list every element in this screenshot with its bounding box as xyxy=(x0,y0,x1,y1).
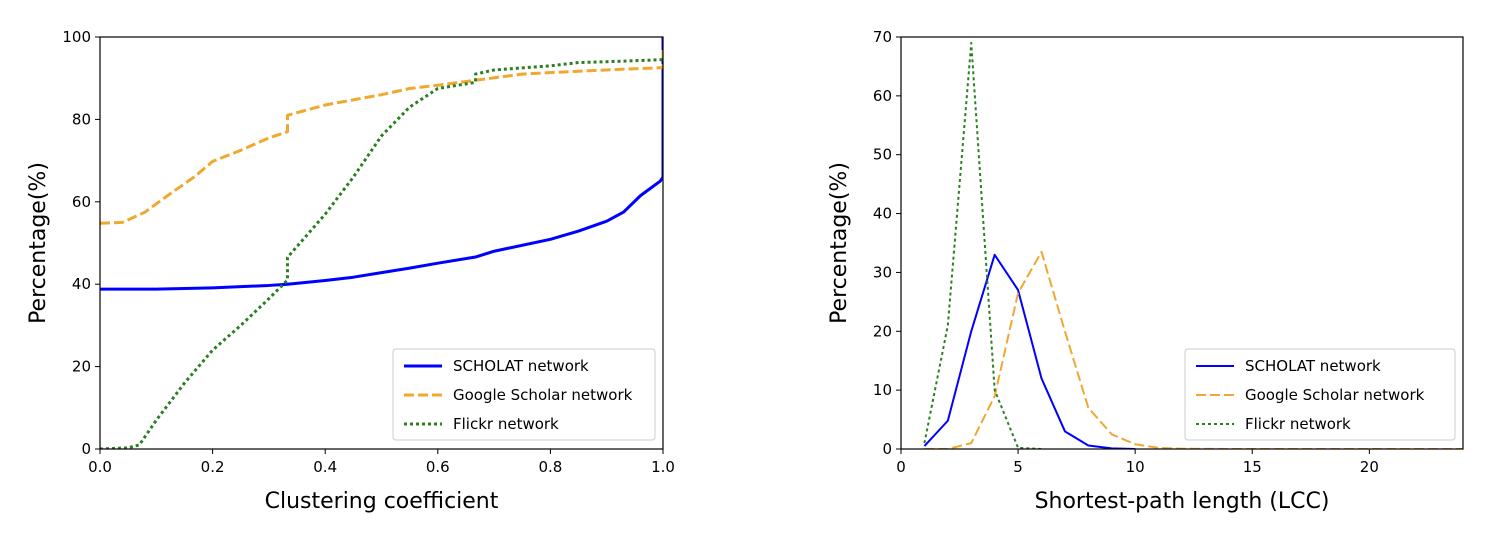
y-tick-label: 50 xyxy=(873,146,892,164)
series-line-google-scholar-network xyxy=(100,47,663,225)
y-tick-label: 30 xyxy=(873,263,892,281)
series-line-scholat-network xyxy=(100,37,663,291)
legend-label: Flickr network xyxy=(1245,415,1351,433)
y-tick-label: 60 xyxy=(72,193,91,211)
y-tick-label: 20 xyxy=(873,322,892,340)
x-tick-label: 10 xyxy=(1126,458,1145,476)
y-axis-label: Percentage(%) xyxy=(827,162,852,324)
plot-frame xyxy=(99,36,664,450)
x-tick-label: 0.8 xyxy=(538,458,562,476)
legend-label: Google Scholar network xyxy=(453,386,633,404)
x-tick-label: 20 xyxy=(1360,458,1379,476)
y-tick-label: 0 xyxy=(81,440,91,458)
x-tick-label: 5 xyxy=(1013,458,1023,476)
y-tick-label: 80 xyxy=(72,110,91,128)
legend-box xyxy=(392,348,656,441)
legend: SCHOLAT network Google Scholar network Fli… xyxy=(392,348,656,441)
legend-label: SCHOLAT network xyxy=(453,357,589,375)
series-line-google-scholar-network xyxy=(924,250,1463,449)
chart-shortest-path-length: 0 5 10 15 20 0 10 20 30 40 50 60 70 Shortest-path len… xyxy=(827,28,1464,514)
legend: SCHOLAT network Google Scholar network Fli… xyxy=(1184,348,1456,441)
x-tick-label: 0.6 xyxy=(426,458,450,476)
legend-label: Google Scholar network xyxy=(1245,386,1425,404)
legend-box xyxy=(1184,348,1456,441)
chart-clustering-coefficient: 0.0 0.2 0.4 0.6 0.8 1.0 0 20 40 60 80 100 Clustering… xyxy=(26,28,675,514)
legend-label: SCHOLAT network xyxy=(1245,357,1381,375)
x-tick-label: 0.0 xyxy=(88,458,112,476)
y-tick-label: 60 xyxy=(873,87,892,105)
plot-frame xyxy=(900,36,1464,450)
y-tick-label: 0 xyxy=(882,440,892,458)
x-tick-label: 0.4 xyxy=(313,458,337,476)
y-tick-label: 40 xyxy=(72,275,91,293)
series-line-flickr-network xyxy=(923,41,1042,449)
x-tick-label: 0.2 xyxy=(201,458,225,476)
y-tick-label: 10 xyxy=(873,381,892,399)
y-tick-label: 20 xyxy=(72,358,91,376)
y-tick-label: 100 xyxy=(62,28,91,46)
legend-label: Flickr network xyxy=(453,415,559,433)
x-axis-label: Shortest-path length (LCC) xyxy=(1035,489,1330,514)
y-tick-label: 40 xyxy=(873,205,892,223)
x-axis-label: Clustering coefficient xyxy=(265,489,499,514)
y-tick-label: 70 xyxy=(873,28,892,46)
x-tick-label: 1.0 xyxy=(651,458,675,476)
series-line-scholat-network xyxy=(923,253,1136,449)
y-axis-label: Percentage(%) xyxy=(26,162,51,324)
x-tick-label: 0 xyxy=(896,458,906,476)
x-tick-label: 15 xyxy=(1243,458,1262,476)
